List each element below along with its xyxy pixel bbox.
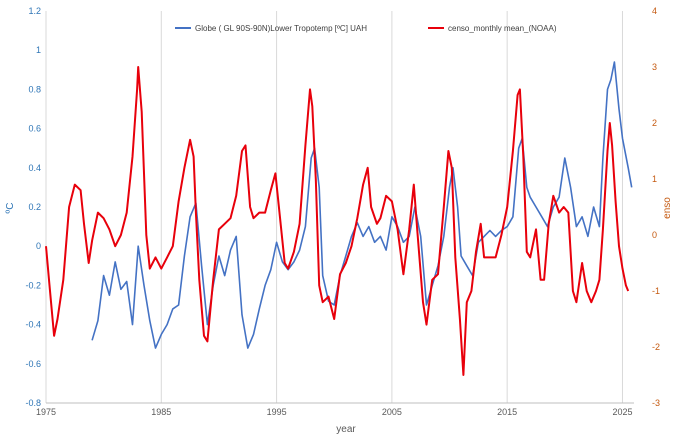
y-left-axis-title: ºC — [5, 203, 16, 214]
legend-label-enso: censo_monthly mean_(NOAA) — [448, 24, 557, 33]
y-right-tick: -1 — [652, 286, 660, 296]
vertical-grid — [45, 11, 623, 403]
y-left-tick: 0.4 — [28, 163, 41, 173]
x-tick-2005: 2005 — [382, 407, 402, 417]
y-left-tick: 1 — [36, 45, 41, 55]
x-tick-2025: 2025 — [612, 407, 632, 417]
y-left-tick-labels: -0.8 -0.6 -0.4 -0.2 0 0.2 0.4 0.6 0.8 1 1.2 — [25, 6, 41, 408]
y-right-axis-title: enso — [662, 197, 673, 219]
x-tick-1975: 1975 — [36, 407, 56, 417]
y-left-tick: -0.6 — [25, 359, 41, 369]
y-left-tick: -0.4 — [25, 320, 41, 330]
x-tick-1985: 1985 — [151, 407, 171, 417]
y-left-tick: -0.8 — [25, 398, 41, 408]
y-right-tick: 2 — [652, 118, 657, 128]
y-left-tick: 0.6 — [28, 124, 41, 134]
x-tick-1995: 1995 — [267, 407, 287, 417]
legend: Globe ( GL 90S-90N)Lower Tropotemp [ºC] … — [175, 24, 557, 33]
y-right-tick: 1 — [652, 174, 657, 184]
y-left-tick: 1.2 — [28, 6, 41, 16]
y-right-tick-labels: -3 -2 -1 0 1 2 3 4 — [652, 6, 660, 408]
y-left-tick: -0.2 — [25, 280, 41, 290]
x-tick-2015: 2015 — [497, 407, 517, 417]
y-right-tick: -2 — [652, 342, 660, 352]
legend-label-uah: Globe ( GL 90S-90N)Lower Tropotemp [ºC] … — [195, 24, 367, 33]
y-right-tick: 0 — [652, 230, 657, 240]
y-left-tick: 0 — [36, 241, 41, 251]
y-left-tick: 0.2 — [28, 202, 41, 212]
x-tick-labels: 1975 1985 1995 2005 2015 2025 — [36, 407, 633, 417]
y-right-tick: 3 — [652, 62, 657, 72]
y-right-tick: -3 — [652, 398, 660, 408]
y-left-tick: 0.8 — [28, 84, 41, 94]
y-right-tick: 4 — [652, 6, 657, 16]
series-layer — [45, 61, 633, 376]
series-line-enso — [45, 66, 630, 376]
x-axis-title: year — [336, 424, 356, 435]
